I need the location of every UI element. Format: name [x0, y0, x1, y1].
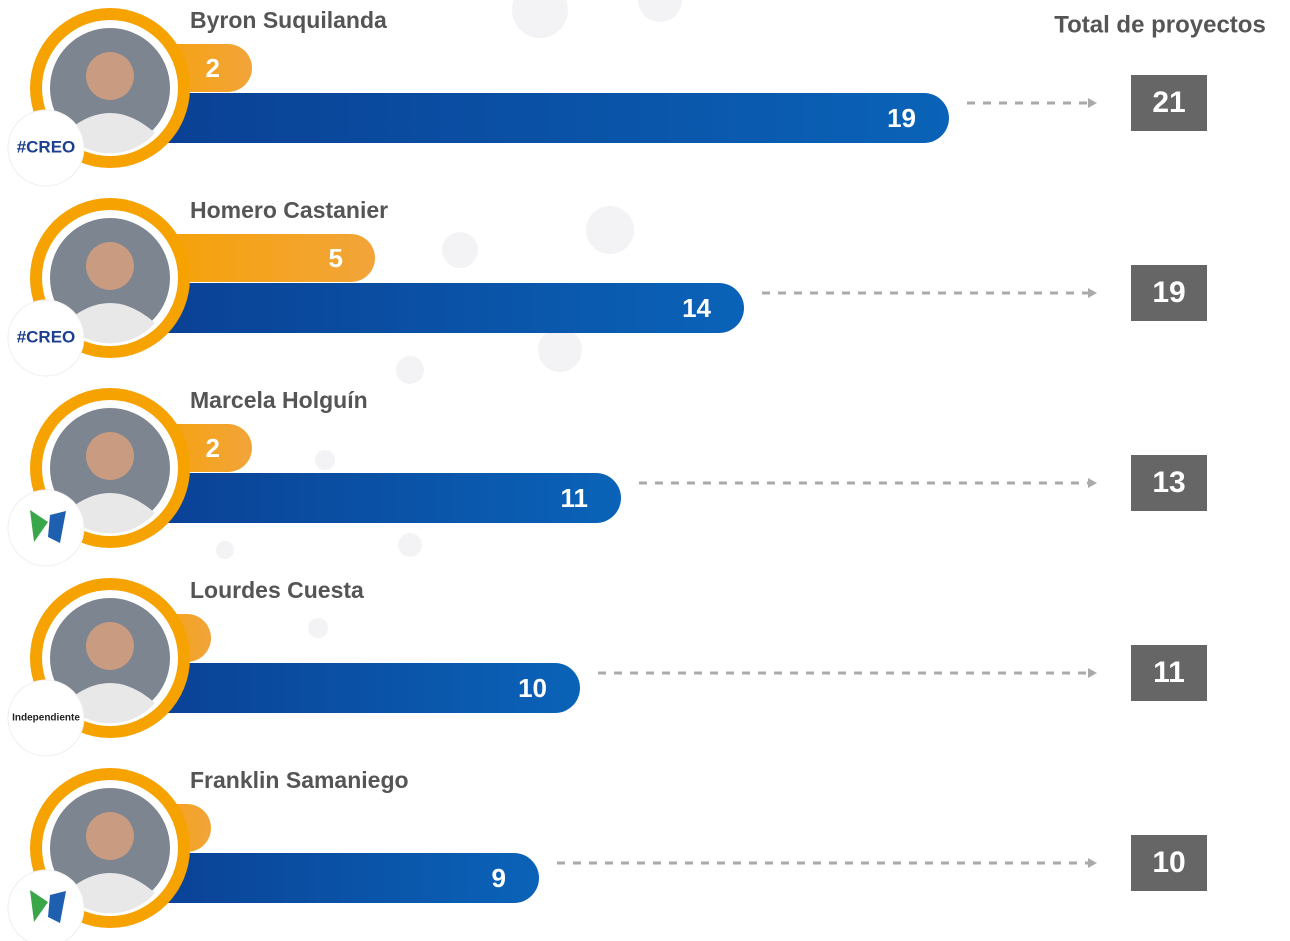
avatar-body: [65, 303, 155, 344]
background-dots: [216, 0, 682, 638]
candidate-name: Homero Castanier: [190, 197, 388, 223]
party-badge: [7, 489, 85, 567]
party-badge: [7, 679, 85, 757]
connector-head: [1088, 668, 1097, 678]
candidate-name: Lourdes Cuesta: [190, 577, 364, 603]
candidate-name: Franklin Samaniego: [190, 767, 409, 793]
blue-bar: [130, 853, 539, 903]
value-label: 11: [561, 483, 589, 513]
party-badge: [7, 109, 85, 187]
connector-head: [1088, 98, 1097, 108]
value-label: 9: [492, 863, 506, 893]
avatar-head: [86, 432, 134, 480]
total-value: 13: [1152, 466, 1185, 499]
total-box: [1131, 645, 1207, 701]
party-label: #CREO: [17, 137, 76, 156]
party-logo: [30, 890, 48, 922]
party-label: #CREO: [17, 327, 76, 346]
blue-bar: [130, 663, 580, 713]
avatar-body: [65, 113, 155, 154]
avatar-body: [65, 873, 155, 914]
blue-bar: [130, 93, 949, 143]
party-logo: [48, 511, 66, 543]
connector-head: [1088, 478, 1097, 488]
party-badge: [7, 869, 85, 941]
avatar-body: [65, 683, 155, 724]
total-value: 21: [1152, 86, 1185, 119]
value-label: 5: [329, 243, 343, 273]
party-label: Independiente: [12, 713, 80, 724]
blue-bar: [130, 473, 621, 523]
blue-bar: [130, 283, 744, 333]
value-label: 2: [206, 433, 220, 463]
avatar-head: [86, 622, 134, 670]
total-box: [1131, 455, 1207, 511]
total-box: [1131, 265, 1207, 321]
value-label: 2: [206, 53, 220, 83]
avatar-body: [65, 493, 155, 534]
total-title: Total de proyectos: [1054, 11, 1266, 38]
avatar-head: [86, 52, 134, 100]
avatar-head: [86, 242, 134, 290]
value-label: 14: [682, 293, 711, 323]
value-label: 19: [887, 103, 916, 133]
orange-bar: [130, 234, 375, 282]
candidate-name: Marcela Holguín: [190, 387, 368, 413]
connector-head: [1088, 858, 1097, 868]
total-box: [1131, 75, 1207, 131]
candidate-name: Byron Suquilanda: [190, 7, 387, 33]
value-label: 10: [518, 673, 547, 703]
total-box: [1131, 835, 1207, 891]
party-logo: [30, 510, 48, 542]
avatar-head: [86, 812, 134, 860]
party-logo: [48, 891, 66, 923]
total-value: 19: [1152, 276, 1185, 309]
total-value: 10: [1152, 846, 1185, 879]
connector-head: [1088, 288, 1097, 298]
party-badge: [7, 299, 85, 377]
total-value: 11: [1153, 656, 1185, 689]
